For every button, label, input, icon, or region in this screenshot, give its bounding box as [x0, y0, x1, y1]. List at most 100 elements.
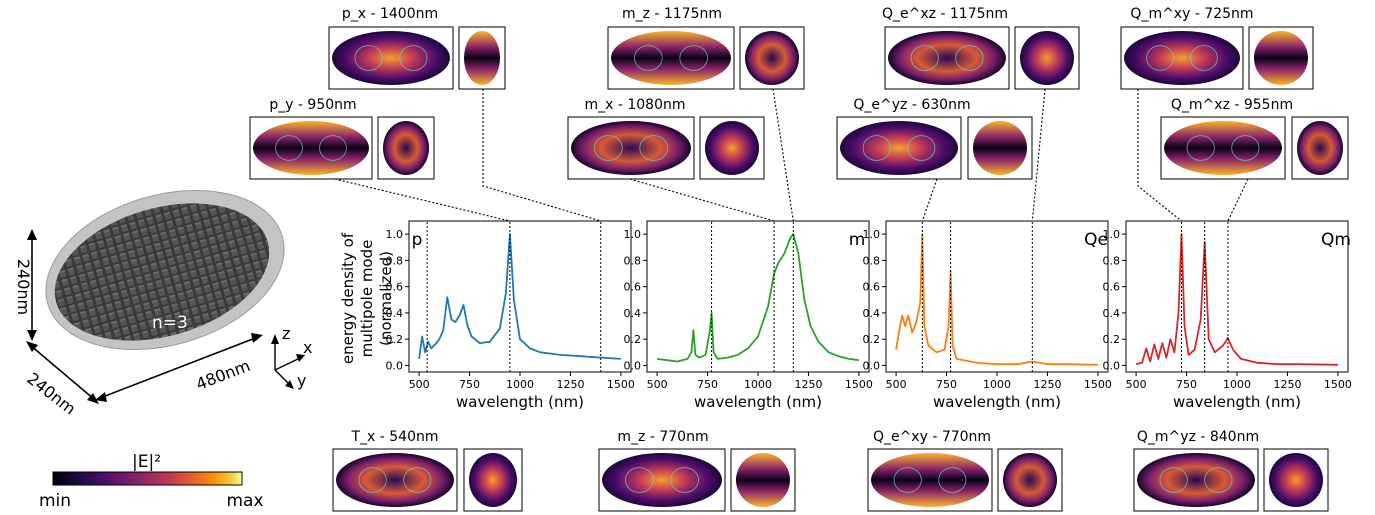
connector-line: [1031, 88, 1046, 222]
y-axis-label: y: [297, 371, 306, 390]
field-intensity-yz: [383, 121, 429, 175]
field-intensity-yz: [973, 121, 1027, 175]
x-tick-label: 750: [697, 378, 718, 391]
field-intensity-xy: [871, 453, 989, 507]
field-map-xy: [1160, 116, 1286, 180]
mode-label: T_x - 540nm: [351, 429, 439, 445]
x-tick-label: 1500: [1084, 378, 1112, 391]
x-axis-label: wavelength (nm): [694, 393, 822, 411]
field-map-yz: [1263, 448, 1329, 512]
field-intensity-yz: [1254, 31, 1308, 85]
y-tick-label: 0.6: [386, 281, 404, 294]
refractive-index-label: n=3: [152, 313, 188, 333]
y-tick-label: 1.0: [863, 228, 881, 241]
series-line: [656, 233, 860, 363]
panel-label: m: [849, 230, 866, 250]
x-tick-label: 1250: [1033, 378, 1061, 391]
field-intensity-xy: [332, 31, 450, 85]
x-tick-label: 1500: [1324, 378, 1352, 391]
field-vector-loop: [893, 467, 922, 493]
chart-panel-Qm: 500 750 1000 1250 1500 0.0 0.2 0.4 0.6 0.8 1.0 wave…: [1103, 220, 1352, 411]
chart-panel-p: 500 750 1000 1250 1500 0.0 0.2 0.4 0.6 0.8 1.0 wave…: [339, 220, 635, 411]
field-intensity-xy: [1124, 31, 1240, 85]
field-intensity-yz: [1297, 121, 1343, 175]
x-tick-label: 750: [936, 378, 957, 391]
height-arrow-top: [27, 229, 37, 240]
chart-panels: 500 750 1000 1250 1500 0.0 0.2 0.4 0.6 0.8 1.0 wave…: [339, 220, 1352, 411]
field-map-xy: [332, 448, 458, 512]
y-axis-label-line: energy density of: [339, 232, 357, 364]
x-tick-label: 500: [409, 378, 430, 391]
plot-frame: [1125, 220, 1349, 373]
mode-label: Q_m^xz - 955nm: [1170, 97, 1294, 113]
y-tick-label: 0.2: [1103, 333, 1121, 346]
plot-frame: [646, 220, 870, 373]
chart-panel-Qe: 500 750 1000 1250 1500 0.0 0.2 0.4 0.6 0.8 1.0 wave…: [863, 220, 1112, 411]
field-map-yz: [463, 448, 523, 512]
mode-label: p_x - 1400nm: [341, 6, 439, 22]
mode-label: Q_e^xz - 1175nm: [881, 6, 1009, 22]
series-line: [1135, 233, 1338, 366]
field-intensity-yz: [1003, 453, 1057, 507]
field-intensity-yz: [469, 453, 517, 507]
field-intensity-yz: [745, 31, 799, 85]
x-axis-arrow: [296, 354, 305, 362]
field-map-xy: [607, 26, 735, 90]
x-tick-label: 500: [1126, 378, 1147, 391]
y-tick-label: 0.6: [1103, 281, 1121, 294]
length-dimension-label: 480nm: [193, 356, 252, 394]
x-axis-line: [274, 357, 301, 371]
field-map-yz: [739, 26, 805, 90]
field-map-xy: [328, 26, 454, 90]
mode-label: m_z - 1175nm: [621, 6, 723, 22]
field-map-yz: [730, 448, 796, 512]
field-intensity-yz: [736, 453, 790, 507]
field-intensity-xy: [888, 31, 1006, 85]
colorbar-gradient: [52, 471, 243, 486]
field-intensity-xy: [840, 121, 958, 175]
field-vector-loop: [639, 135, 668, 161]
panel-label: Qm: [1321, 230, 1351, 250]
y-tick-label: 0.4: [1103, 307, 1121, 320]
length-arrow-end: [251, 333, 263, 343]
field-map-xy: [598, 448, 726, 512]
x-tick-label: 1500: [845, 378, 873, 391]
field-map-yz: [377, 116, 435, 180]
field-vector-loop: [1190, 45, 1218, 71]
field-map-yz: [458, 26, 506, 90]
y-axis-line: [274, 369, 291, 386]
field-map-xy: [884, 26, 1010, 90]
y-axis-arrow: [285, 380, 294, 389]
field-intensity-xy: [602, 453, 722, 507]
field-intensity-xy: [571, 121, 691, 175]
y-tick-label: 1.0: [624, 228, 642, 241]
x-tick-label: 1000: [983, 378, 1011, 391]
depth-dimension-line: [29, 344, 96, 401]
length-dimension-line: [99, 336, 259, 399]
field-vector-loop: [862, 135, 891, 161]
y-tick-label: 1.0: [386, 228, 404, 241]
field-vector-loop: [319, 135, 347, 161]
x-axis-label: wavelength (nm): [933, 393, 1061, 411]
field-vector-loop: [1146, 45, 1174, 71]
connector-lines: [334, 88, 1249, 222]
height-dimension-label: 240nm: [14, 259, 33, 315]
field-map-yz: [1014, 26, 1080, 90]
panel-label: Qe: [1084, 230, 1108, 250]
field-map-yz: [1291, 116, 1349, 180]
y-tick-label: 0.4: [863, 307, 881, 320]
field-vector-loop: [625, 467, 654, 493]
field-intensity-yz: [705, 121, 759, 175]
particle-dipole-grid: [54, 203, 270, 341]
plot-frame: [885, 220, 1109, 373]
x-tick-label: 500: [886, 378, 907, 391]
length-arrow-start: [95, 392, 107, 402]
field-map-yz: [997, 448, 1063, 512]
field-vector-loop: [907, 135, 936, 161]
x-tick-label: 1500: [607, 378, 635, 391]
field-map-xy: [1120, 26, 1244, 90]
y-tick-label: 0.8: [1103, 254, 1121, 267]
y-tick-label: 0.2: [386, 333, 404, 346]
y-tick-label: 0.0: [863, 359, 881, 372]
x-tick-label: 1000: [744, 378, 772, 391]
